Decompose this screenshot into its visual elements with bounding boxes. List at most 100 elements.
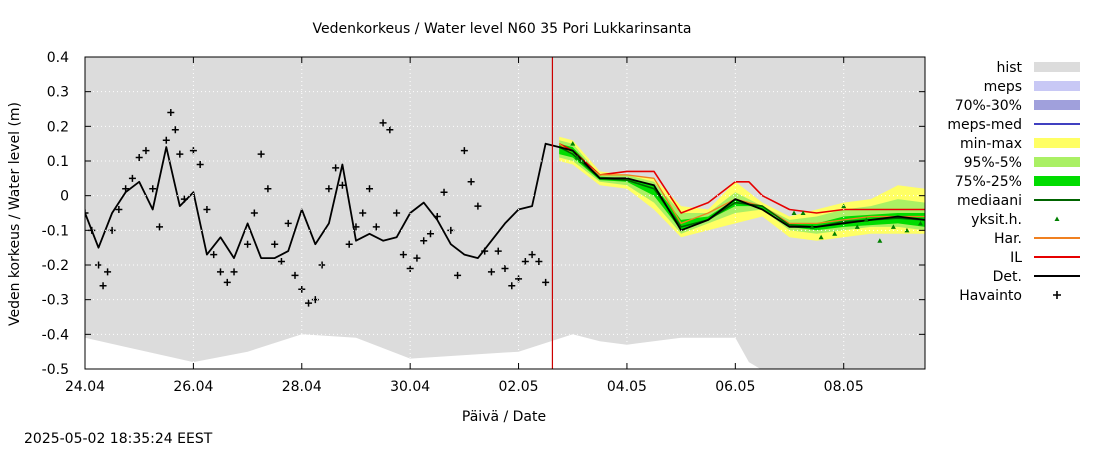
legend-label: 75%-25% (955, 174, 1022, 190)
x-tick-label: 28.04 (282, 379, 322, 395)
x-tick-label: 24.04 (65, 379, 105, 395)
havainto-point (406, 264, 414, 272)
yksit-point (904, 227, 910, 233)
havainto-point (393, 209, 401, 217)
havainto-point (305, 299, 313, 307)
legend-item-il: IL (1010, 250, 1080, 266)
legend-swatch (1034, 176, 1080, 186)
legend-item-har: Har. (994, 231, 1080, 247)
havainto-point (271, 240, 279, 248)
legend-swatch (1034, 100, 1080, 110)
havainto-point (481, 247, 489, 255)
legend-label: meps (984, 79, 1022, 95)
x-tick-label: 02.05 (499, 379, 539, 395)
havainto-point (325, 185, 333, 193)
yksit-point (854, 224, 860, 229)
legend-swatch (1034, 81, 1080, 91)
y-tick-label: -0.2 (42, 258, 69, 274)
havainto-point (528, 251, 536, 259)
havainto-point (467, 178, 475, 186)
grid-lines (85, 57, 925, 369)
havainto-point (95, 261, 103, 269)
yksit-point (832, 231, 838, 236)
legend-label: IL (1010, 250, 1022, 266)
legend-item-p75-25: 75%-25% (955, 174, 1080, 190)
havainto-point (210, 251, 218, 259)
havainto-point (487, 268, 495, 276)
legend-item-mediaani: mediaani (957, 193, 1080, 209)
legend-label: Havainto (959, 288, 1022, 304)
havainto-point (508, 282, 516, 290)
havainto-point (122, 185, 130, 193)
plot-frame (84, 56, 926, 370)
legend-item-p95-5: 95%-5% (964, 155, 1080, 171)
havainto-point (180, 195, 188, 203)
havainto-point (203, 206, 211, 214)
havainto-point (433, 212, 441, 220)
havainto-point (345, 240, 353, 248)
havainto-point (115, 206, 123, 214)
y-tick-label: 0.3 (47, 85, 69, 101)
legend-item-min-max: min-max (960, 136, 1080, 152)
havainto-point (366, 185, 374, 193)
havainto-point (352, 223, 360, 231)
x-tick-label: 06.05 (715, 379, 755, 395)
havainto-point (379, 119, 387, 127)
yksit-point (818, 234, 824, 240)
legend-item-yksit: yksit.h. (971, 212, 1060, 228)
havainto-point (284, 219, 292, 227)
legend-label: Har. (994, 231, 1022, 247)
y-tick-label: 0.4 (47, 50, 69, 66)
yksit-point (570, 141, 576, 146)
legend-label: hist (996, 60, 1022, 76)
legend-item-havainto: Havainto (959, 288, 1061, 304)
yksit-point (917, 220, 923, 226)
havainto-point (244, 240, 252, 248)
plot-area (85, 57, 925, 369)
havainto-point (223, 278, 231, 286)
det-line (85, 142, 925, 260)
y-tick-label: 0 (60, 189, 69, 205)
legend-swatch (1034, 62, 1080, 72)
havainto-point (230, 268, 238, 276)
havainto-point (250, 209, 258, 217)
havainto-point (501, 264, 509, 272)
y-tick-label: -0.1 (42, 223, 69, 239)
y-tick-label: 0.1 (47, 154, 69, 170)
yksit-point (809, 224, 815, 229)
plot-clipped-group (85, 57, 925, 369)
x-tick-label: 26.04 (173, 379, 213, 395)
legend-item-det: Det. (993, 269, 1080, 285)
axes: 0.4 0.3 0.2 0.1 0 -0.1 -0.2 -0.3 -0.4 -0.524.04 26… (42, 50, 926, 395)
p95-5-band (559, 140, 925, 234)
y-tick-label: -0.4 (42, 327, 69, 343)
havainto-point (156, 223, 164, 231)
legend-label: mediaani (957, 193, 1022, 209)
legend-item-hist: hist (996, 60, 1080, 76)
havainto-point (332, 164, 340, 172)
havainto-point (149, 185, 157, 193)
legend-label: yksit.h. (971, 212, 1022, 228)
legend-label: Det. (993, 269, 1022, 285)
havainto-point (460, 147, 468, 155)
havainto-point (135, 154, 143, 162)
yksit-point (890, 224, 896, 229)
havainto-point (171, 126, 179, 134)
yksit-point (877, 238, 883, 243)
havainto-point (318, 261, 326, 269)
legend-item-meps-70-30: 70%-30% (955, 98, 1080, 114)
havainto-point (176, 150, 184, 158)
y-tick-label: 0.2 (47, 119, 69, 135)
legend-swatch (1034, 138, 1080, 148)
havainto-point (216, 268, 224, 276)
havainto-point (99, 282, 107, 290)
x-tick-label: 04.05 (607, 379, 647, 395)
havainto-point (338, 181, 346, 189)
legend-label: meps-med (947, 117, 1022, 133)
havainto-point (426, 230, 434, 238)
havainto-point (142, 147, 150, 155)
havainto-point (359, 209, 367, 217)
timestamp-label: 2025-05-02 18:35:24 EEST (24, 431, 213, 447)
